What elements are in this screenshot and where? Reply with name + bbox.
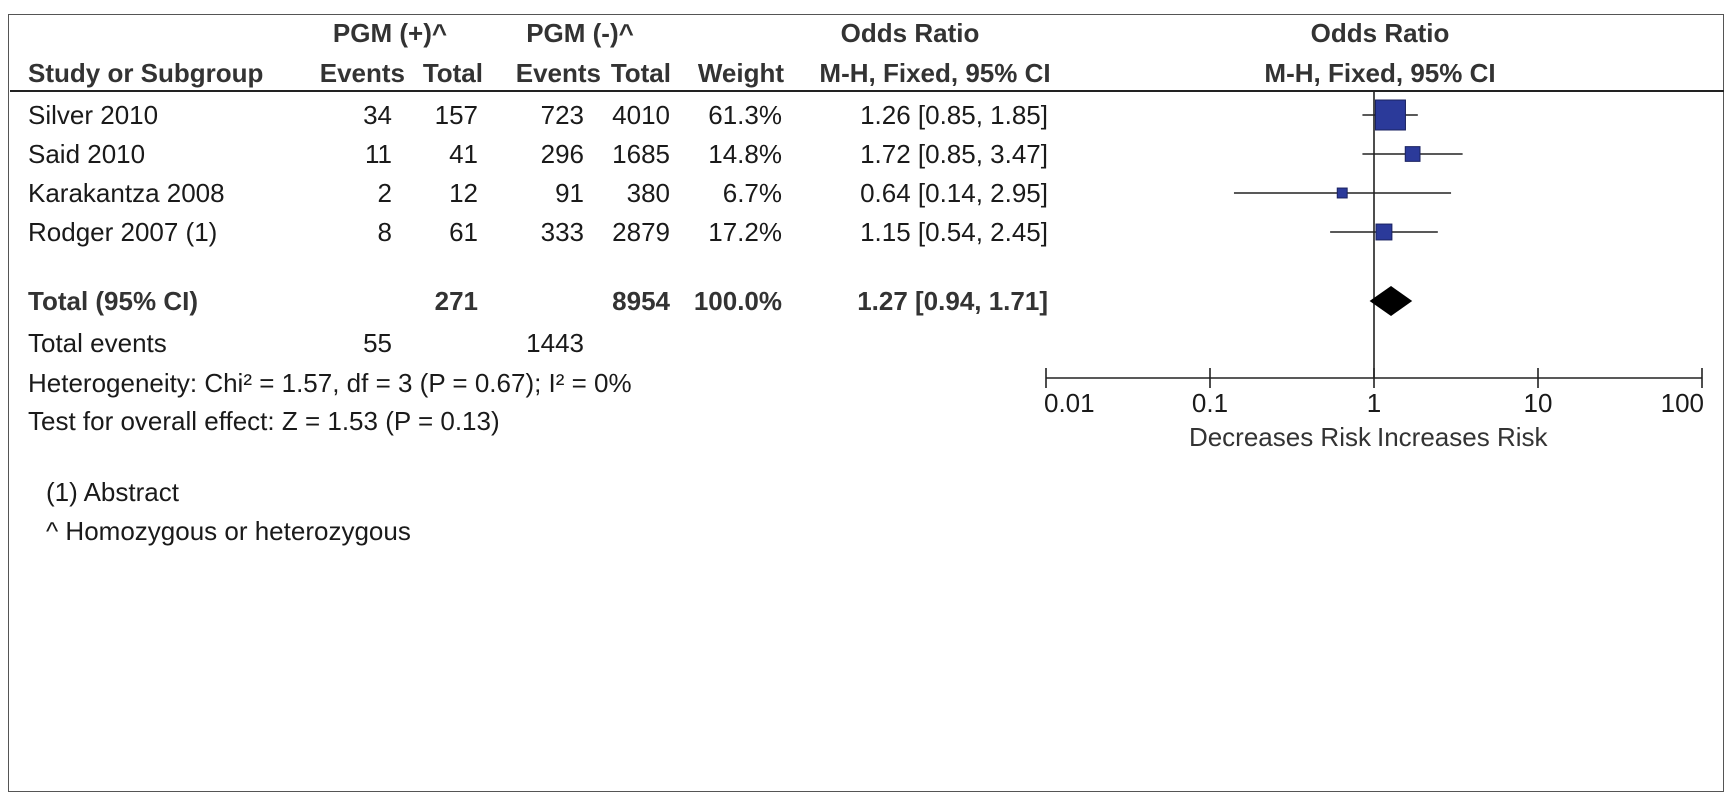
weight-cell: 17.2% — [708, 217, 782, 247]
heterogeneity-text: Heterogeneity: Chi² = 1.57, df = 3 (P = … — [28, 368, 632, 398]
or-ci-cell: 1.26 [0.85, 1.85] — [860, 100, 1048, 130]
increases-risk-label: Increases Risk — [1377, 422, 1548, 452]
events1-cell: 34 — [363, 100, 392, 130]
plot-method: M-H, Fixed, 95% CI — [1264, 58, 1496, 88]
events1-cell: 2 — [377, 178, 392, 208]
total1-header: Total — [422, 58, 483, 88]
events2-cell: 333 — [540, 217, 584, 247]
weight-header: Weight — [697, 58, 784, 88]
events1-cell: 11 — [365, 139, 392, 169]
figure-frame — [8, 14, 1724, 792]
or-column-method: M-H, Fixed, 95% CI — [819, 58, 1051, 88]
footnote: (1) Abstract — [46, 477, 179, 507]
events2-cell: 91 — [555, 178, 584, 208]
total2-cell: 1685 — [612, 139, 670, 169]
total1-cell: 41 — [449, 139, 478, 169]
total-label: Total (95% CI) — [28, 286, 198, 316]
overall-effect-text: Test for overall effect: Z = 1.53 (P = 0… — [28, 406, 500, 436]
total2-header: Total — [610, 58, 671, 88]
total1-cell: 61 — [449, 217, 478, 247]
total-events1: 55 — [363, 328, 392, 358]
total-events2: 1443 — [526, 328, 584, 358]
or-ci-cell: 1.15 [0.54, 2.45] — [860, 217, 1048, 247]
group2-header: PGM (-)^ — [526, 18, 634, 48]
header-rule — [10, 90, 1724, 92]
pooled-diamond — [1369, 286, 1413, 316]
total2-cell: 2879 — [612, 217, 670, 247]
footnote: ^ Homozygous or heterozygous — [46, 516, 411, 546]
events1-header: Events — [319, 58, 405, 88]
study-marker — [1374, 99, 1406, 131]
study-marker — [1375, 223, 1393, 241]
decreases-risk-label: Decreases Risk — [1189, 422, 1372, 452]
total-or-ci: 1.27 [0.94, 1.71] — [857, 286, 1048, 316]
tick-label: 100 — [1661, 388, 1704, 418]
total-weight: 100.0% — [693, 286, 782, 316]
total1-cell: 157 — [434, 100, 478, 130]
study-name: Rodger 2007 (1) — [28, 217, 218, 247]
tick-label: 1 — [1367, 388, 1381, 418]
group1-header: PGM (+)^ — [332, 18, 448, 48]
or-ci-cell: 1.72 [0.85, 3.47] — [860, 139, 1048, 169]
tick-label: 0.01 — [1044, 388, 1095, 418]
plot-title: Odds Ratio — [1310, 18, 1450, 48]
study-marker — [1336, 187, 1348, 199]
events2-cell: 723 — [540, 100, 584, 130]
total1-cell: 12 — [449, 178, 478, 208]
total2-cell: 4010 — [612, 100, 670, 130]
weight-cell: 6.7% — [722, 178, 782, 208]
total-events-label: Total events — [28, 328, 167, 358]
study-header: Study or Subgroup — [28, 58, 264, 88]
or-column-title: Odds Ratio — [840, 18, 980, 48]
tick-label: 10 — [1524, 388, 1553, 418]
study-name: Silver 2010 — [28, 100, 159, 130]
weight-cell: 61.3% — [708, 100, 782, 130]
study-marker — [1404, 146, 1421, 162]
total1-sum: 271 — [434, 286, 478, 316]
events2-cell: 296 — [540, 139, 584, 169]
weight-cell: 14.8% — [708, 139, 782, 169]
study-name: Said 2010 — [28, 139, 146, 169]
or-ci-cell: 0.64 [0.14, 2.95] — [860, 178, 1048, 208]
tick-label: 0.1 — [1192, 388, 1228, 418]
total2-cell: 380 — [626, 178, 670, 208]
events2-header: Events — [515, 58, 601, 88]
study-name: Karakantza 2008 — [28, 178, 225, 208]
total2-sum: 8954 — [612, 286, 670, 316]
events1-cell: 8 — [377, 217, 392, 247]
